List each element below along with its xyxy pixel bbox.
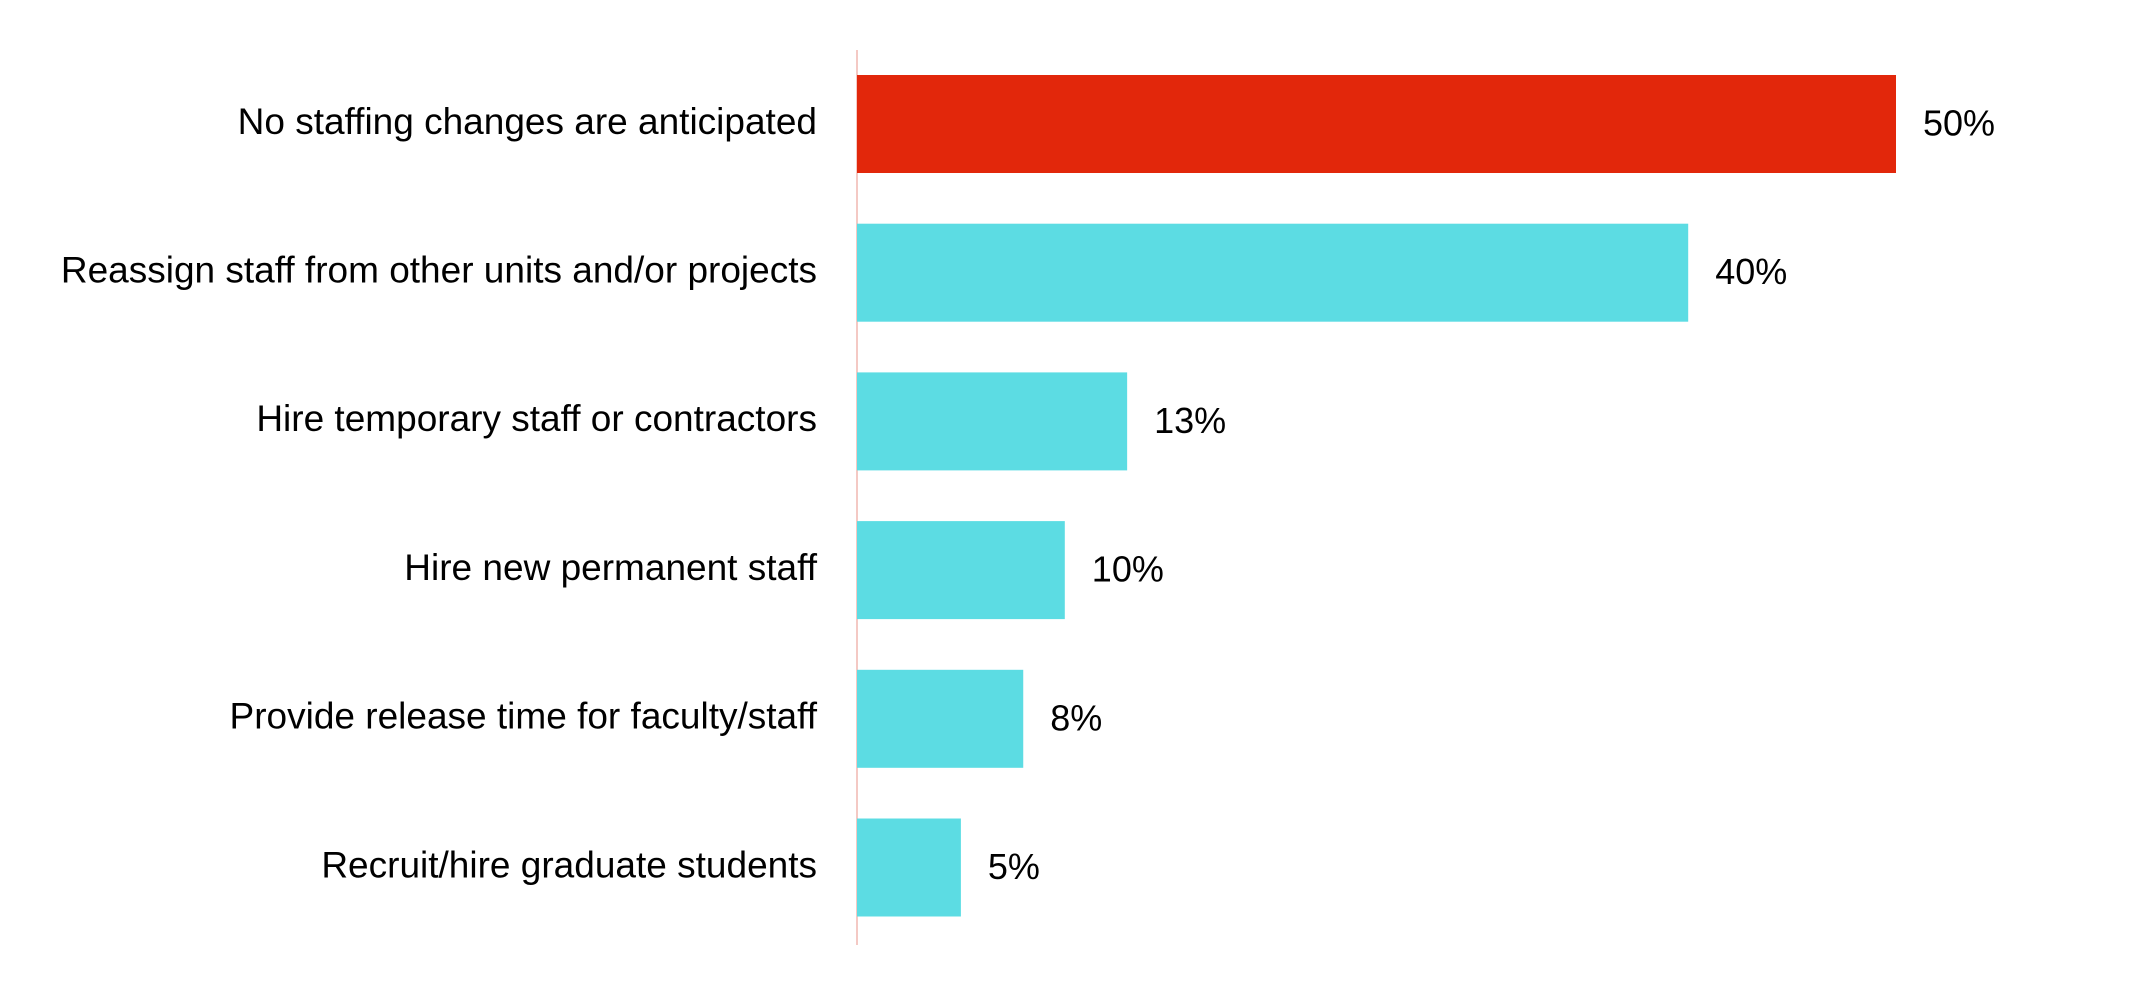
bar-4	[857, 669, 1024, 768]
category-label-0: No staffing changes are anticipated	[238, 101, 817, 142]
category-label-1: Reassign staff from other units and/or p…	[61, 249, 817, 290]
category-labels-group: No staffing changes are anticipated Reass…	[61, 101, 818, 886]
bar-5	[857, 818, 961, 917]
value-label-3: 10%	[1092, 549, 1164, 590]
bar-1	[857, 223, 1689, 322]
value-label-5: 5%	[988, 846, 1040, 887]
category-label-3: Hire new permanent staff	[404, 547, 817, 588]
value-label-1: 40%	[1715, 251, 1787, 292]
value-label-0: 50%	[1923, 103, 1995, 144]
bar-3	[857, 521, 1065, 620]
bar-2	[857, 372, 1128, 471]
category-label-5: Recruit/hire graduate students	[321, 844, 817, 885]
value-labels-group: 50% 40% 13% 10% 8% 5%	[988, 103, 1995, 888]
bars-group	[857, 75, 1896, 917]
value-label-4: 8%	[1050, 697, 1102, 738]
bar-0	[857, 75, 1896, 173]
category-label-2: Hire temporary staff or contractors	[256, 398, 817, 439]
category-label-4: Provide release time for faculty/staff	[230, 696, 818, 737]
value-label-2: 13%	[1154, 400, 1226, 441]
